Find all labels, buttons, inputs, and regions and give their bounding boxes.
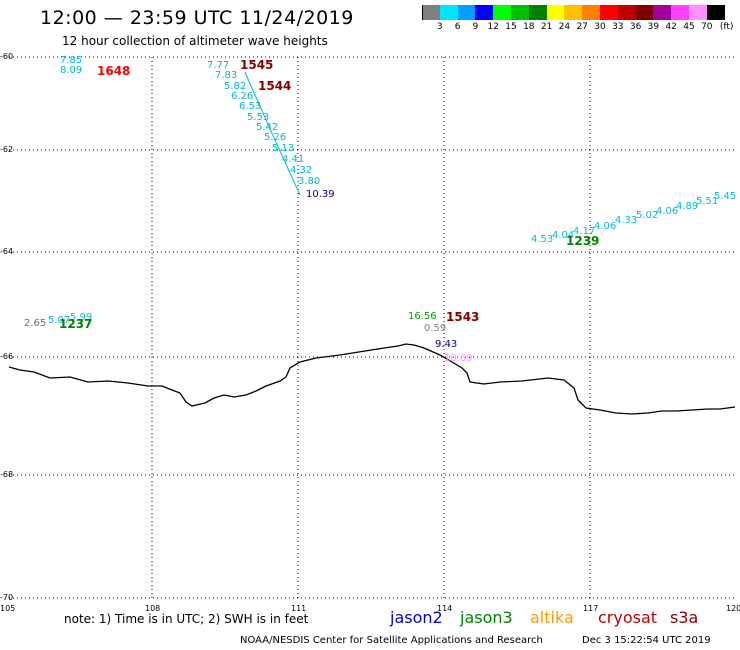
scale-swatch — [706, 5, 726, 20]
generation-timestamp: Dec 3 15:22:54 UTC 2019 — [582, 635, 711, 646]
scale-tick-label: 18 — [523, 22, 535, 32]
scale-tick-label: 70 — [701, 22, 713, 32]
page-title: 12:00 — 23:59 UTC 11/24/2019 — [40, 7, 354, 29]
scale-tick-label: 42 — [665, 22, 677, 32]
pass-label: 1543 — [446, 310, 480, 324]
coastline — [8, 343, 736, 415]
measurement: 4.32 — [290, 165, 313, 176]
lat-label-2: -62 — [0, 145, 14, 154]
scale-swatch — [582, 5, 601, 20]
scale-tick-label: (ft) — [719, 22, 734, 32]
scale-swatch — [511, 5, 530, 20]
legend-s3a: s3a — [670, 608, 699, 627]
measurement: 5.02 — [636, 210, 659, 221]
legend-cryosat: cryosat — [598, 608, 658, 627]
legend-jason2: jason2 — [390, 608, 443, 627]
measurement: 5.51 — [696, 196, 719, 207]
scale-tick-label: 36 — [629, 22, 642, 32]
measurement: 9.43 — [435, 339, 458, 350]
scale-tick-label: 6 — [454, 22, 461, 32]
lon-label-2: 108 — [145, 604, 161, 613]
pass-label: 1237 — [59, 317, 93, 331]
lat-label-4: -66 — [0, 352, 14, 361]
measurement: 2.65 — [24, 318, 47, 329]
pass-label: 1648 — [97, 64, 131, 78]
scale-tick-label: 33 — [612, 22, 624, 32]
measurement: 5.07 — [48, 315, 71, 326]
measurement: 10.69 — [444, 353, 473, 364]
measurement: 5.26 — [264, 132, 287, 143]
measurement: 10.39 — [306, 189, 335, 200]
page-subtitle: 12 hour collection of altimeter wave hei… — [62, 34, 328, 48]
measurement: 6.26 — [231, 91, 254, 102]
scale-swatch — [564, 5, 583, 20]
scale-swatch — [653, 5, 672, 20]
scale-swatch — [689, 5, 708, 20]
measurement: 4.17 — [573, 226, 596, 237]
pass-label: 1239 — [566, 234, 600, 248]
scale-tick-label: 12 — [487, 22, 499, 32]
scale-swatch — [439, 5, 459, 20]
measurement: 5.45 — [714, 191, 737, 202]
measurement: 3.80 — [298, 176, 321, 187]
measurement: 4.06 — [656, 206, 679, 217]
scale-swatch — [475, 5, 494, 20]
measurement: 4.53 — [531, 234, 554, 245]
measurement: 4.33 — [615, 215, 638, 226]
track-line-1544 — [244, 71, 301, 196]
scale-tick-label: 39 — [647, 22, 660, 32]
lat-label-3: -64 — [0, 247, 14, 256]
measurement: 5.13 — [272, 143, 295, 154]
scale-swatch — [600, 5, 619, 20]
scale-swatch — [528, 5, 548, 20]
scale-swatch — [671, 5, 690, 20]
measurement: 5.42 — [256, 122, 279, 133]
measurement: 5.82 — [224, 81, 247, 92]
measurement: 7.77 — [207, 60, 230, 71]
measurement: 7.83 — [215, 70, 238, 81]
lat-label-1: -60 — [0, 52, 14, 61]
lon-label-3: 111 — [291, 604, 307, 613]
pass-label: 1545 — [240, 58, 274, 72]
credit-line: NOAA/NESDIS Center for Satellite Applica… — [240, 635, 543, 646]
measurement: 16.56 — [408, 311, 437, 322]
graticule — [9, 56, 735, 600]
measurement: 7.85 — [60, 55, 83, 66]
scale-tick-label: 45 — [683, 22, 695, 32]
lon-label-1: 105 — [0, 604, 16, 613]
legend-altika: altika — [530, 608, 574, 627]
lon-label-5: 117 — [583, 604, 599, 613]
measurement: 4.89 — [676, 201, 699, 212]
lon-label-4: 114 — [437, 604, 453, 613]
pass-label: 1544 — [258, 79, 292, 93]
lat-label-6: -70 — [0, 593, 14, 602]
scale-swatch — [546, 5, 565, 20]
legend-jason3: jason3 — [460, 608, 513, 627]
scale-tick-label: 27 — [576, 22, 588, 32]
measurement: 6.53 — [239, 101, 262, 112]
scale-tick-label: 15 — [505, 22, 517, 32]
scale-tick-label: 21 — [540, 22, 553, 32]
scale-swatch — [457, 5, 476, 20]
scale-swatch — [422, 5, 442, 20]
measurement: 8.09 — [60, 65, 83, 76]
measurement: 4.04 — [552, 230, 575, 241]
scale-tick-label: 3 — [436, 22, 443, 32]
scale-swatch — [493, 5, 512, 20]
footnote: note: 1) Time is in UTC; 2) SWH is in fe… — [64, 612, 309, 626]
scale-tick-label: 9 — [472, 22, 479, 32]
lon-label-6: 120 — [726, 604, 740, 613]
scale-swatch — [617, 5, 637, 20]
scale-tick-label: 24 — [558, 22, 571, 32]
scale-swatch — [635, 5, 654, 20]
measurement: 5.99 — [70, 312, 93, 323]
scale-tick-label: 30 — [594, 22, 606, 32]
measurement: 5.53 — [247, 112, 270, 123]
measurement: 4.41 — [282, 154, 305, 165]
measurement: 0.59 — [424, 323, 447, 334]
measurement: 4.06 — [594, 221, 617, 232]
lat-label-5: -68 — [0, 470, 14, 479]
